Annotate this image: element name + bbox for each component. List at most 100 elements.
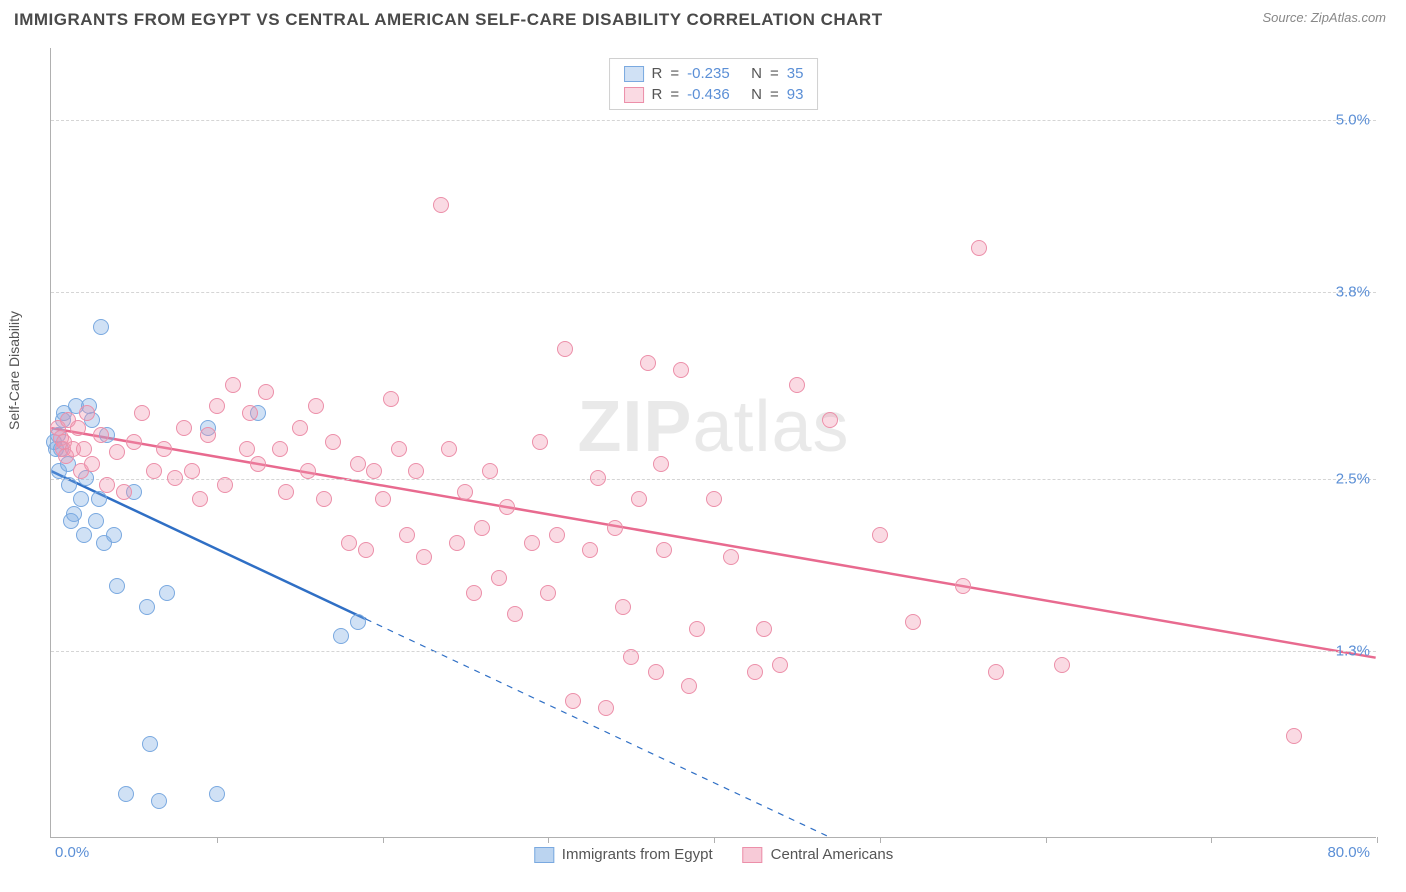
scatter-point [656,542,672,558]
scatter-point [408,463,424,479]
scatter-point [258,384,274,400]
scatter-point [239,441,255,457]
scatter-point [988,664,1004,680]
legend-label-2: Central Americans [771,846,894,863]
gridline [51,479,1376,480]
y-tick-label: 1.3% [1336,643,1370,660]
scatter-point [93,319,109,335]
scatter-point [482,463,498,479]
scatter-point [308,398,324,414]
scatter-point [491,570,507,586]
scatter-point [350,614,366,630]
scatter-point [383,391,399,407]
scatter-point [971,240,987,256]
scatter-point [366,463,382,479]
scatter-point [615,599,631,615]
scatter-point [789,377,805,393]
scatter-point [316,491,332,507]
swatch-series-2 [624,87,644,103]
scatter-point [209,398,225,414]
scatter-point [623,649,639,665]
x-tick [1046,837,1047,843]
legend-label-1: Immigrants from Egypt [562,846,713,863]
scatter-point [350,456,366,472]
scatter-point [200,427,216,443]
n-value-2: 93 [787,86,804,103]
scatter-point [681,678,697,694]
scatter-point [532,434,548,450]
series-legend: Immigrants from Egypt Central Americans [534,846,893,863]
scatter-point [79,405,95,421]
scatter-point [93,427,109,443]
scatter-point [159,585,175,601]
scatter-point [607,520,623,536]
x-tick [217,837,218,843]
scatter-point [457,484,473,500]
scatter-point [225,377,241,393]
scatter-point [723,549,739,565]
scatter-point [1286,728,1302,744]
scatter-point [582,542,598,558]
scatter-point [167,470,183,486]
scatter-point [598,700,614,716]
scatter-point [640,355,656,371]
scatter-point [76,527,92,543]
scatter-point [116,484,132,500]
scatter-point [772,657,788,673]
scatter-point [474,520,490,536]
scatter-point [333,628,349,644]
scatter-point [822,412,838,428]
scatter-point [217,477,233,493]
source-label: Source: ZipAtlas.com [1262,10,1386,25]
scatter-point [139,599,155,615]
scatter-point [557,341,573,357]
scatter-point [66,506,82,522]
legend-row-series-1: R= -0.235 N= 35 [624,63,804,84]
x-tick [880,837,881,843]
scatter-point [109,444,125,460]
scatter-point [61,477,77,493]
y-axis-label: Self-Care Disability [6,311,22,430]
scatter-point [872,527,888,543]
scatter-point [706,491,722,507]
scatter-point [375,491,391,507]
legend-item-1: Immigrants from Egypt [534,846,713,863]
legend-swatch-1 [534,847,554,863]
gridline [51,120,1376,121]
scatter-point [118,786,134,802]
scatter-point [391,441,407,457]
scatter-point [466,585,482,601]
scatter-point [756,621,772,637]
scatter-point [292,420,308,436]
legend-swatch-2 [743,847,763,863]
x-axis-min-label: 0.0% [55,844,89,861]
scatter-point [747,664,763,680]
scatter-point [653,456,669,472]
scatter-point [99,477,115,493]
scatter-point [433,197,449,213]
scatter-point [91,491,107,507]
scatter-point [151,793,167,809]
scatter-point [399,527,415,543]
y-tick-label: 5.0% [1336,111,1370,128]
x-tick [1377,837,1378,843]
scatter-point [73,491,89,507]
scatter-point [109,578,125,594]
scatter-point [590,470,606,486]
scatter-point [441,441,457,457]
y-tick-label: 3.8% [1336,284,1370,301]
scatter-point [84,456,100,472]
r-value-1: -0.235 [687,65,743,82]
x-tick [383,837,384,843]
scatter-point [540,585,556,601]
legend-row-series-2: R= -0.436 N= 93 [624,84,804,105]
y-tick-label: 2.5% [1336,470,1370,487]
scatter-point [184,463,200,479]
legend-item-2: Central Americans [743,846,894,863]
scatter-point [278,484,294,500]
scatter-point [689,621,705,637]
scatter-point [209,786,225,802]
scatter-point [192,491,208,507]
scatter-point [955,578,971,594]
scatter-point [156,441,172,457]
